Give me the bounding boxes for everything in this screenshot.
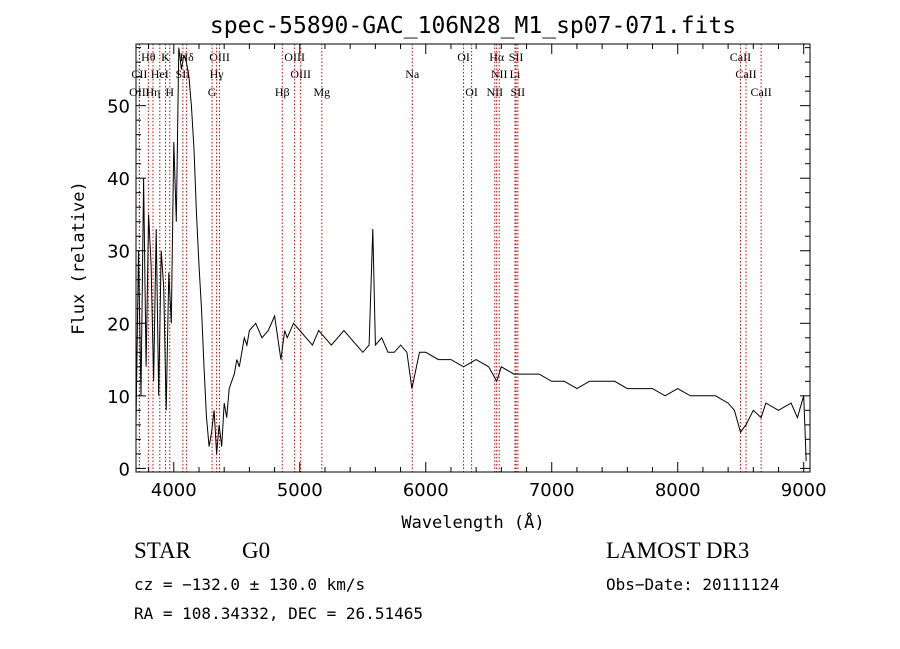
redshift-value: cz = −132.0 ± 130.0 km/s [134,575,366,594]
y-tick-label: 0 [119,459,130,480]
line-label: G [208,85,217,99]
line-label: SII [509,50,524,64]
line-label: CII [131,67,147,81]
line-label: NII [491,67,508,81]
line-label: H [165,85,174,99]
line-label: OI [465,85,478,99]
chart-title: spec-55890-GAC_106N28_M1_sp07-071.fits [210,13,736,39]
x-tick-label: 7000 [529,480,575,501]
spectrum-line [135,47,807,462]
y-tick-label: 10 [107,387,130,408]
line-label: Na [405,67,420,81]
y-tick-label: 50 [107,97,130,118]
y-tick-label: 20 [107,314,130,335]
y-axis-label: Flux (relative) [69,181,89,335]
x-axis-label: Wavelength (Å) [401,511,544,533]
line-label: CaII [730,50,751,64]
line-label: Hθ [141,50,156,64]
line-label: Hγ [210,67,225,81]
coordinates: RA = 108.34332, DEC = 26.51465 [134,604,423,623]
line-label: Li [510,67,521,81]
x-tick-label: 9000 [781,480,827,501]
line-label: OIII [290,67,311,81]
line-label: Hη [146,85,161,99]
line-label: HeI [151,67,169,81]
line-label: Hβ [275,85,290,99]
line-label: OIII [284,50,305,64]
object-subclass: G0 [242,538,271,563]
y-tick-label: 30 [107,242,130,263]
y-tick-label: 40 [107,169,130,190]
x-tick-label: 4000 [151,480,197,501]
x-tick-label: 6000 [403,480,449,501]
line-label: NII [486,85,503,99]
line-label: K [161,50,170,64]
line-label: CaII [750,85,771,99]
line-label: OIII [129,85,150,99]
line-label: OIII [209,50,230,64]
object-class: STAR [134,538,191,563]
line-label: OI [457,50,470,64]
line-label: Mg [313,85,330,99]
line-label: Hα [489,50,505,64]
line-label: SII [176,67,191,81]
obs-date: Obs−Date: 20111124 [606,575,780,594]
x-tick-label: 8000 [655,480,701,501]
survey-name: LAMOST DR3 [606,538,750,563]
line-label: SII [511,85,526,99]
plot-frame [135,43,811,473]
line-label: CaII [735,67,756,81]
x-tick-label: 5000 [277,480,323,501]
